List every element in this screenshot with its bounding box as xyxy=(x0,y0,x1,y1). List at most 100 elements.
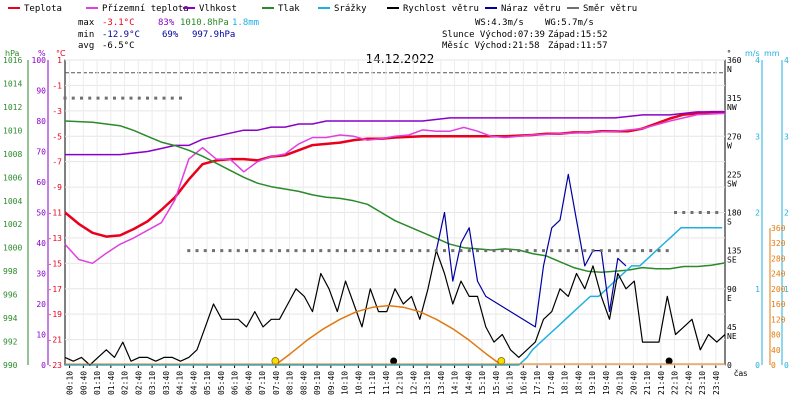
time-label: čas xyxy=(734,368,747,378)
series-sm-r-v-tru-point xyxy=(385,249,389,253)
time-tick-label: 20:10 xyxy=(616,371,625,395)
rain-tick-label: 2 xyxy=(784,209,789,218)
series-sm-r-v-tru-point xyxy=(443,249,446,253)
series-sm-r-v-tru-point xyxy=(558,249,562,253)
time-tick-label: 23:10 xyxy=(698,371,707,395)
legend-label: Rychlost větru xyxy=(403,4,479,14)
moonset-marker xyxy=(390,357,398,365)
series-sm-r-v-tru-point xyxy=(401,249,405,253)
series-sm-r-v-tru-point xyxy=(228,249,232,253)
sun-tick-label: 280 xyxy=(771,254,786,263)
rain-axis: 4 3 2 1 0 xyxy=(781,56,789,370)
series-sm-r-v-tru-point xyxy=(129,96,133,100)
time-tick-label: 09:40 xyxy=(327,371,336,395)
humidity-tick-label: 60 xyxy=(36,178,46,187)
sun-tick-label: 320 xyxy=(771,239,786,248)
sun-tick-label: 120 xyxy=(771,315,786,324)
time-tick-label: 00:40 xyxy=(79,371,88,395)
time-tick-label: 12:10 xyxy=(396,371,405,395)
time-tick-label: 21:10 xyxy=(643,371,652,395)
series-sm-r-v-tru-point xyxy=(261,249,265,253)
direction-tick-label: 45 xyxy=(727,323,737,332)
stats-avg-temp: -6.5°C xyxy=(102,41,135,51)
direction-tick-label: 225 xyxy=(727,170,742,179)
time-tick-label: 02:10 xyxy=(121,371,130,395)
series-sm-r-v-tru-point xyxy=(335,249,339,253)
humidity-tick-label: 100 xyxy=(32,56,47,65)
time-tick-label: 02:40 xyxy=(134,371,143,395)
stats-min-temp: -12.9°C xyxy=(102,30,140,40)
series-sm-r-v-tru-point xyxy=(641,249,644,253)
series-sm-r-v-tru-point xyxy=(187,249,191,253)
legend-label: Náraz větru xyxy=(501,4,561,14)
temperature-tick-label: 1 xyxy=(57,56,62,65)
series-sm-r-v-tru-point xyxy=(649,249,653,253)
stats-wg: WG:5.7m/s xyxy=(545,18,594,28)
series-sm-r-v-tru-point xyxy=(608,249,611,253)
legend-label: Přízemní teplota xyxy=(102,4,189,14)
series-sm-r-v-tru-point xyxy=(302,249,306,253)
sunset-marker xyxy=(497,357,506,365)
wind-speed-tick-label: 4 xyxy=(755,56,760,65)
rain-tick-label: 3 xyxy=(784,132,789,141)
series-p-zemn-teplota xyxy=(64,112,726,265)
series-sm-r-v-tru-point xyxy=(393,249,397,253)
sun-tick-label: 360 xyxy=(771,224,786,233)
series-vlhkost xyxy=(65,111,725,156)
temperature-tick-label: -13 xyxy=(48,234,63,243)
series-sm-r-v-tru-point xyxy=(368,249,372,253)
time-tick-label: 04:40 xyxy=(189,371,198,395)
time-tick-label: 17:40 xyxy=(547,371,556,395)
series-sm-r-v-tru-point xyxy=(632,249,636,253)
direction-compass-label: W xyxy=(727,141,732,150)
pressure-tick-label: 996 xyxy=(3,291,18,300)
direction-tick-label: 270 xyxy=(727,132,742,141)
pressure-tick-label: 1012 xyxy=(3,103,22,112)
temperature-tick-label: -11 xyxy=(48,209,63,218)
c-unit: °C xyxy=(56,49,66,58)
date-title: 14.12.2022 xyxy=(366,52,435,66)
legend-label: Vlhkost xyxy=(199,4,237,14)
series-sm-r-v-tru-point xyxy=(344,249,347,253)
time-tick-label: 19:10 xyxy=(588,371,597,395)
rain-tick-label: 1 xyxy=(784,285,789,294)
temperature-tick-label: -1 xyxy=(52,81,62,90)
temperature-tick-label: -19 xyxy=(48,310,63,319)
series-sm-r-v-tru-point xyxy=(327,249,331,253)
stats-block: max -3.1°C 83% 1010.8hPa 1.8mm min -12.9… xyxy=(78,18,608,51)
direction-compass-label: N xyxy=(727,65,732,74)
stats-max-label: max xyxy=(78,18,95,28)
time-tick-label: 18:40 xyxy=(574,371,583,395)
time-tick-label: 05:40 xyxy=(217,371,226,395)
sun-tick-label: 0 xyxy=(771,361,776,370)
humidity-tick-label: 20 xyxy=(36,300,46,309)
pressure-tick-label: 1016 xyxy=(3,56,22,65)
direction-tick-label: 180 xyxy=(727,209,742,218)
series-sm-r-v-tru-point xyxy=(278,249,281,253)
humidity-tick-label: 90 xyxy=(36,87,46,96)
humidity-tick-label: 10 xyxy=(36,331,46,340)
sun-tick-label: 40 xyxy=(771,346,781,355)
humidity-tick-label: 0 xyxy=(41,361,46,370)
pressure-axis: 1016 1014 1012 1010 1008 1006 1004 1002 1000 998 9… xyxy=(3,56,29,370)
wind-speed-axis: 4 3 2 1 0 xyxy=(755,56,763,370)
astro-markers xyxy=(65,357,725,365)
pressure-tick-label: 1004 xyxy=(3,197,22,206)
wind-speed-tick-label: 2 xyxy=(755,209,760,218)
sun-tick-label: 240 xyxy=(771,270,786,279)
pressure-tick-label: 994 xyxy=(3,314,18,323)
series-sm-r-v-tru-point xyxy=(715,211,719,214)
series-v-ka-slunce xyxy=(274,304,502,366)
series-sr-ky xyxy=(65,227,723,366)
time-tick-label: 06:10 xyxy=(231,371,240,395)
series-sm-r-v-tru-point xyxy=(154,96,158,100)
direction-tick-label: 0 xyxy=(727,361,732,370)
time-tick-label: 16:10 xyxy=(506,371,515,395)
stats-sun: Slunce Východ:07:39 xyxy=(442,30,545,40)
series-group xyxy=(63,96,726,366)
time-tick-label: 01:10 xyxy=(93,371,102,395)
stats-max-rain: 1.8mm xyxy=(232,18,259,28)
time-tick-label: 10:40 xyxy=(354,371,363,395)
stats-ws: WS:4.3m/s xyxy=(475,18,524,28)
